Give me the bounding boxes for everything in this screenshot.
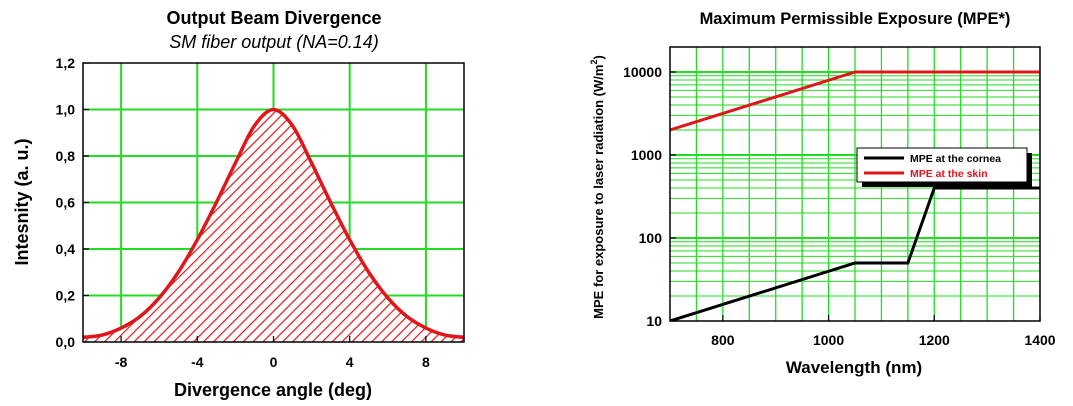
chart2-y-axis-label: MPE for exposure to laser radiation (W/m… <box>589 55 606 319</box>
chart2-y-axis-label-main: MPE for exposure to laser radiation (W/m <box>591 65 606 319</box>
chart2-skin-line <box>670 70 1040 132</box>
mpe-chart: Maximum Permissible Exposure (MPE*) 800 1… <box>589 10 1056 377</box>
chart2-y-tick-label: 10000 <box>623 64 662 80</box>
chart2-x-tick-label: 1200 <box>919 332 950 348</box>
chart1-x-axis-label: Divergence angle (deg) <box>174 380 372 400</box>
chart1-y-tick-label: 0,8 <box>56 148 76 164</box>
chart2-y-axis-label-sup: 2 <box>589 60 599 65</box>
chart1-y-tick-label: 0,6 <box>56 195 76 211</box>
chart1-ticks: -8 -4 0 4 8 0,0 0,2 0,4 0,6 0,8 1,0 1,2 <box>56 55 430 370</box>
chart1-y-tick-label: 1,2 <box>56 55 76 71</box>
chart1-x-tick-label: 4 <box>346 354 354 370</box>
chart1-y-tick-label: 0,4 <box>56 241 76 257</box>
legend-box <box>856 147 1028 183</box>
chart2-y-tick-label: 10 <box>646 313 662 329</box>
chart1-x-tick-label: 0 <box>270 354 278 370</box>
chart1-y-tick-label: 0,0 <box>56 334 76 350</box>
chart1-hatched-area <box>83 109 464 342</box>
divergence-chart: Output Beam Divergence SM fiber output (… <box>12 8 465 400</box>
chart1-x-tick-label: -8 <box>115 354 128 370</box>
chart1-y-axis-label: Intesnity (a. u.) <box>12 138 32 265</box>
chart1-y-tick-label: 0,2 <box>56 288 76 304</box>
chart2-plot-frame <box>669 46 1041 322</box>
chart2-series <box>670 70 1040 321</box>
chart1-y-tick-label: 1,0 <box>56 102 76 118</box>
chart2-ticks: 800 1000 1200 1400 10 100 1000 10000 <box>623 64 1056 348</box>
chart2-cornea-line <box>670 186 1040 321</box>
legend-cornea-label: MPE at the cornea <box>910 153 1001 165</box>
legend-skin-label: MPE at the skin <box>910 168 988 180</box>
chart2-x-tick-label: 1000 <box>813 332 844 348</box>
chart2-x-tick-label: 1400 <box>1024 332 1055 348</box>
chart1-x-tick-label: -4 <box>191 354 204 370</box>
chart1-subtitle: SM fiber output (NA=0.14) <box>169 32 379 52</box>
chart1-title: Output Beam Divergence <box>166 8 381 28</box>
chart2-title: Maximum Permissible Exposure (MPE*) <box>700 10 1011 28</box>
chart2-x-tick-label: 800 <box>711 332 735 348</box>
chart2-y-tick-label: 100 <box>639 230 663 246</box>
chart1-x-tick-label: 8 <box>422 354 430 370</box>
chart1-data-area <box>83 107 464 342</box>
chart1-series-line <box>83 107 464 340</box>
chart2-x-axis-label: Wavelength (nm) <box>786 358 922 377</box>
chart2-legend: MPE at the cornea MPE at the skin <box>856 147 1032 187</box>
chart2-y-tick-label: 1000 <box>631 147 662 163</box>
chart2-y-axis-label-close: ) <box>591 55 606 59</box>
